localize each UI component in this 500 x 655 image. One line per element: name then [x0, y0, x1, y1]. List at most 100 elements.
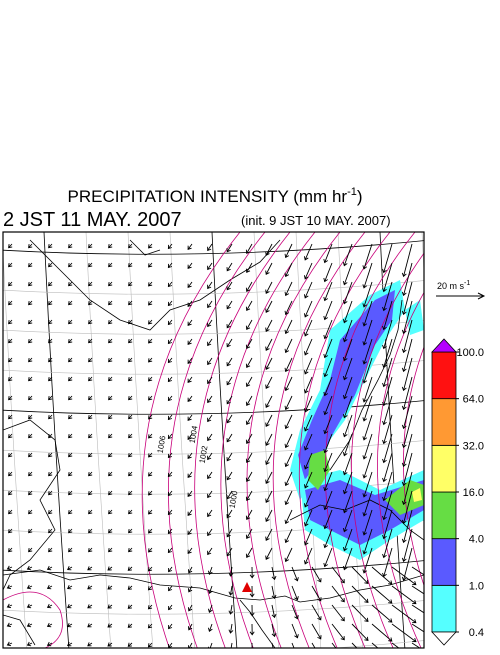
wind-vector [207, 300, 213, 309]
wind-vector [167, 243, 173, 250]
wind-vector [371, 604, 393, 623]
wind-vector [303, 547, 313, 565]
wind-vector [226, 376, 233, 386]
wind-vector [265, 471, 273, 484]
wind-vector [8, 300, 13, 306]
wind-vector [207, 262, 213, 271]
wind-vector [48, 357, 53, 363]
wind-vector [8, 395, 13, 401]
wind-vector [167, 528, 173, 535]
wind-vector [245, 452, 253, 464]
wind-vector [148, 281, 153, 287]
map-background [3, 232, 424, 648]
wind-vector [303, 452, 313, 470]
wind-vector [87, 642, 93, 647]
wind-vector [382, 528, 393, 559]
wind-vector [8, 262, 13, 268]
wind-vector [342, 452, 353, 476]
wind-vector [249, 604, 255, 617]
wind-vector [382, 471, 393, 502]
wind-vector [362, 319, 373, 346]
wind-vector [207, 547, 213, 556]
wind-vector [391, 585, 417, 605]
wind-vector [342, 528, 353, 552]
wind-vector [362, 395, 373, 422]
wind-vector [342, 433, 353, 457]
wind-vector [323, 281, 333, 302]
wind-vector [291, 566, 299, 582]
wind-vector [245, 262, 253, 274]
wind-vector [331, 566, 345, 584]
wind-vector [168, 585, 173, 592]
wind-vector [265, 414, 273, 427]
wind-vector [226, 243, 233, 253]
colorbar-label: 16.0 [463, 487, 484, 499]
wind-vector [245, 490, 253, 502]
wind-vector [46, 641, 53, 647]
isobar [403, 346, 424, 587]
wind-vector [265, 528, 273, 541]
wind-vector [108, 338, 113, 344]
wind-vector [207, 357, 213, 366]
wind-vector [303, 319, 313, 337]
wind-vector [226, 395, 233, 405]
wind-vector [284, 528, 293, 544]
wind-vector [68, 414, 73, 420]
wind-vector [391, 623, 417, 643]
wind-vector [8, 357, 13, 363]
wind-vector [351, 642, 358, 648]
reference-exponent: -1 [464, 280, 470, 287]
wind-vector [303, 433, 313, 451]
wind-vector [207, 319, 213, 328]
wind-vector [401, 338, 413, 373]
wind-vector [265, 547, 273, 560]
wind-vector [311, 585, 322, 602]
wind-vector [68, 452, 73, 458]
wind-vector [303, 357, 313, 375]
wind-vector [148, 414, 153, 420]
wind-vector [48, 471, 53, 477]
wind-vector [207, 376, 213, 385]
wind-vector [323, 395, 333, 416]
wind-vector [284, 490, 293, 506]
isobar [298, 232, 391, 648]
wind-vector [68, 528, 73, 534]
wind-vector [6, 565, 13, 571]
colorbar-segment [431, 398, 457, 446]
wind-vector [245, 300, 253, 312]
parallel [3, 560, 424, 575]
wind-vector [128, 338, 133, 344]
wind-vector [8, 509, 13, 515]
wind-vector [245, 376, 253, 388]
wind-vector [87, 623, 93, 628]
wind-vector [148, 433, 153, 439]
wind-vector [342, 281, 353, 305]
wind-vector [342, 338, 353, 362]
wind-vector [128, 452, 133, 458]
wind-vector [48, 433, 53, 439]
wind-vector [342, 319, 353, 343]
wind-vector [303, 490, 313, 508]
wind-vector [401, 452, 413, 487]
wind-vector [8, 281, 13, 287]
wind-vector [128, 319, 133, 325]
wind-vector [108, 528, 113, 534]
wind-vector [26, 603, 33, 609]
wind-vector [362, 243, 373, 270]
wind-vector [88, 452, 93, 458]
wind-vector [46, 584, 53, 590]
wind-vector [291, 604, 299, 620]
wind-vector [167, 262, 173, 269]
wind-vector [207, 281, 213, 290]
wind-vector [87, 585, 93, 590]
wind-vector [382, 452, 393, 483]
wind-vector [108, 243, 113, 249]
wind-vector [187, 433, 193, 440]
colorbar-label: 64.0 [463, 394, 484, 406]
wind-vector [311, 623, 322, 640]
wind-vector [284, 300, 293, 316]
wind-vector [167, 452, 173, 459]
wind-vector [167, 471, 173, 478]
wind-vector [107, 604, 113, 609]
coastline [3, 419, 61, 591]
